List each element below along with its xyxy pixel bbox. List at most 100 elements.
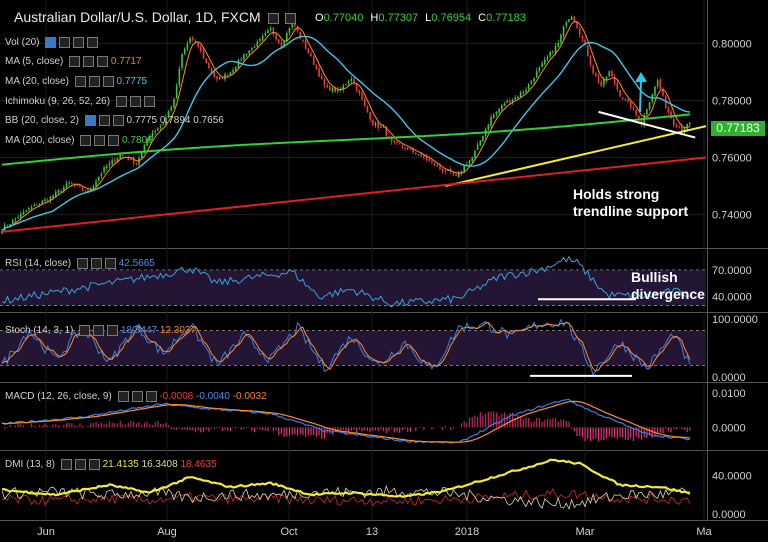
settings-icon[interactable] xyxy=(117,391,129,402)
legend-ma5[interactable]: MA (5, close) 0.7717 xyxy=(5,56,142,68)
candle-body xyxy=(420,154,422,156)
bb-label: BB (20, close, 2) xyxy=(5,115,79,127)
legend-ma200[interactable]: MA (200, close) 0.7806 xyxy=(5,135,153,147)
candle-body xyxy=(557,42,560,47)
panel-backgrounds xyxy=(0,269,706,366)
legend-ma20[interactable]: MA (20, close) 0.7775 xyxy=(5,76,147,88)
candle-body xyxy=(44,199,46,202)
candle-body xyxy=(183,48,186,54)
close-icon[interactable] xyxy=(107,325,119,336)
legend-macd[interactable]: MACD (12, 26, close, 9) -0.0008 -0.0040 … xyxy=(5,391,267,403)
legend-dmi[interactable]: DMI (13, 8) 21.4135 16.3408 18.4635 xyxy=(5,459,217,471)
candle-body xyxy=(656,80,659,87)
candle-body xyxy=(296,26,299,32)
osc-tick-label: 0.0000 xyxy=(712,372,746,384)
candle-body xyxy=(404,147,406,149)
close-label: C xyxy=(478,12,487,24)
settings-icon[interactable] xyxy=(267,12,279,24)
settings-icon[interactable] xyxy=(74,76,86,87)
add-icon[interactable] xyxy=(88,76,100,87)
settings-icon[interactable] xyxy=(115,96,127,107)
candle-body xyxy=(358,90,361,94)
settings-icon[interactable] xyxy=(76,258,88,269)
candle-body xyxy=(60,190,62,192)
candle-body xyxy=(659,79,662,90)
settings-icon[interactable] xyxy=(80,135,92,146)
close-icon[interactable] xyxy=(108,135,120,146)
candle-body xyxy=(146,140,148,146)
candle-body xyxy=(377,122,379,128)
candle-body xyxy=(337,90,339,92)
candle-body xyxy=(415,152,417,155)
candle-body xyxy=(240,59,242,61)
candle-body xyxy=(683,128,686,131)
add-icon[interactable] xyxy=(73,37,85,48)
candle-body xyxy=(350,78,353,81)
candle-body xyxy=(114,159,116,162)
legend-ichimoku[interactable]: Ichimoku (9, 26, 52, 26) xyxy=(5,96,155,108)
close-icon[interactable] xyxy=(102,76,114,87)
candle-body xyxy=(500,105,503,110)
candle-body xyxy=(200,46,202,52)
add-icon[interactable] xyxy=(112,115,124,126)
add-icon[interactable] xyxy=(129,96,141,107)
close-icon[interactable] xyxy=(97,56,109,67)
candle-body xyxy=(543,59,546,65)
close-icon[interactable] xyxy=(143,96,155,107)
close-icon[interactable] xyxy=(285,12,297,24)
settings-icon[interactable] xyxy=(98,115,110,126)
candle-body xyxy=(17,217,19,219)
add-icon[interactable] xyxy=(74,459,86,470)
settings-icon[interactable] xyxy=(79,325,91,336)
candle-body xyxy=(573,16,576,23)
osc-tick-label: 40.0000 xyxy=(712,470,752,482)
add-icon[interactable] xyxy=(83,56,95,67)
candle-body xyxy=(221,77,224,79)
bb-value-3: 0.7656 xyxy=(193,115,224,127)
settings-icon[interactable] xyxy=(60,459,72,470)
add-icon[interactable] xyxy=(94,135,106,146)
candle-body xyxy=(363,99,366,106)
candle-body xyxy=(568,19,570,22)
add-icon[interactable] xyxy=(93,325,105,336)
legend-bb[interactable]: BB (20, close, 2) 0.7775 0.7894 0.7656 xyxy=(5,115,224,127)
candle-body xyxy=(202,50,205,59)
candle-body xyxy=(189,37,191,43)
close-icon[interactable] xyxy=(87,37,99,48)
candle-body xyxy=(237,59,240,68)
candle-body xyxy=(30,206,33,209)
candle-body xyxy=(629,102,632,108)
candle-body xyxy=(586,45,589,57)
price-tick-label: 0.78000 xyxy=(712,95,752,107)
candle-body xyxy=(181,54,183,68)
legend-vol[interactable]: Vol (20) xyxy=(5,37,99,49)
candle-body xyxy=(463,165,465,172)
candle-body xyxy=(372,119,374,125)
settings-icon[interactable] xyxy=(59,37,71,48)
eye-icon[interactable] xyxy=(84,115,96,126)
close-icon[interactable] xyxy=(104,258,116,269)
candle-body xyxy=(226,74,229,76)
legend-rsi[interactable]: RSI (14, close) 42.5665 xyxy=(5,258,155,270)
candle-body xyxy=(409,148,412,150)
candle-body xyxy=(33,204,36,206)
candle-body xyxy=(457,172,460,177)
close-icon[interactable] xyxy=(88,459,100,470)
legend-stoch[interactable]: Stoch (14, 3, 1) 18.8447 12.3037 xyxy=(5,325,196,337)
eye-icon[interactable] xyxy=(45,37,57,48)
candle-body xyxy=(81,187,84,190)
add-icon[interactable] xyxy=(90,258,102,269)
candle-body xyxy=(385,126,388,136)
close-icon[interactable] xyxy=(145,391,157,402)
candle-body xyxy=(87,190,89,192)
candle-body xyxy=(635,109,637,115)
candle-body xyxy=(541,63,543,68)
candle-body xyxy=(283,41,285,47)
add-icon[interactable] xyxy=(131,391,143,402)
candle-body xyxy=(132,157,135,164)
candle-body xyxy=(251,47,253,50)
settings-icon[interactable] xyxy=(69,56,81,67)
candle-body xyxy=(554,45,557,53)
candle-body xyxy=(103,167,105,173)
